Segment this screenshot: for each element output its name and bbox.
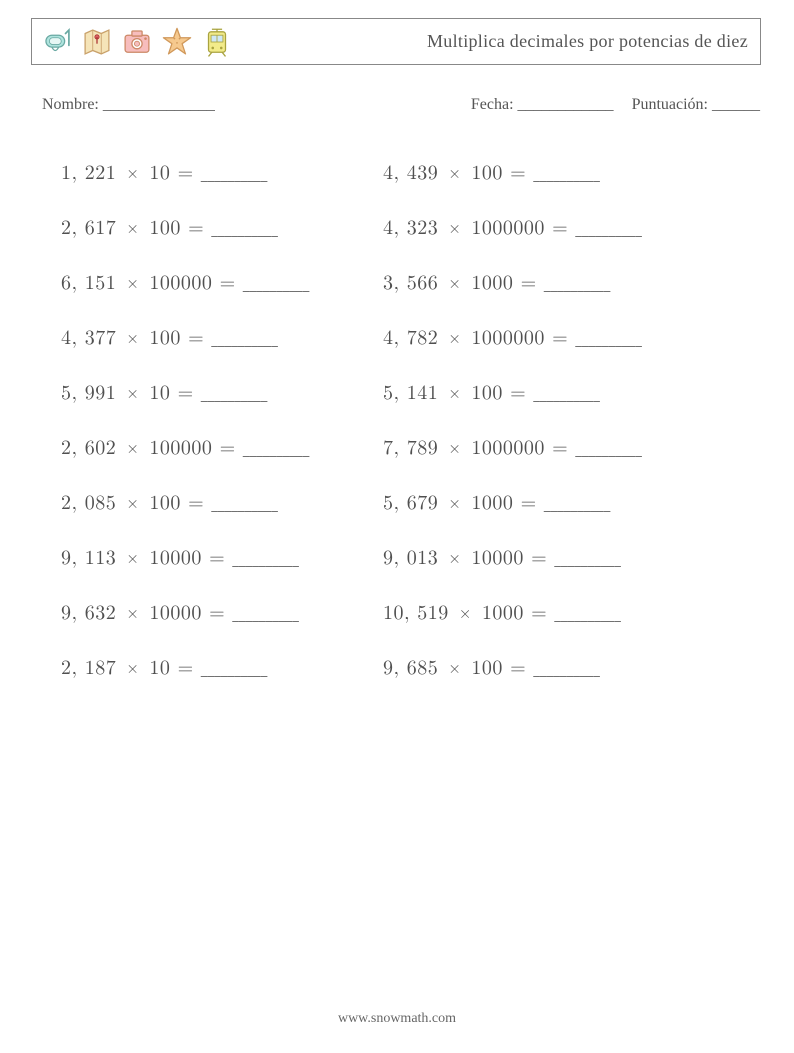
starfish-icon: [160, 25, 194, 59]
footer-url: www.snowmath.com: [0, 1011, 794, 1027]
problem-row: 9, 013 × 10000 = __________: [383, 531, 743, 586]
snorkel-icon: [40, 25, 74, 59]
name-field: Nombre: ______________: [42, 96, 215, 114]
map-icon: [80, 25, 114, 59]
date-field: Fecha: ____________: [471, 96, 614, 114]
worksheet-title: Multiplica decimales por potencias de di…: [427, 31, 748, 52]
problems-area: 1, 221 × 10 = __________2, 617 × 100 = _…: [61, 146, 755, 696]
problem-row: 6, 151 × 100000 = __________: [61, 256, 383, 311]
problem-row: 9, 685 × 100 = __________: [383, 641, 743, 696]
problem-row: 9, 113 × 10000 = __________: [61, 531, 383, 586]
problem-row: 4, 323 × 1000000 = __________: [383, 201, 743, 256]
problem-row: 2, 602 × 100000 = __________: [61, 421, 383, 476]
problems-right-column: 4, 439 × 100 = __________4, 323 × 100000…: [383, 146, 743, 696]
problem-row: 7, 789 × 1000000 = __________: [383, 421, 743, 476]
problem-row: 5, 679 × 1000 = __________: [383, 476, 743, 531]
tram-icon: [200, 25, 234, 59]
problem-row: 1, 221 × 10 = __________: [61, 146, 383, 201]
problem-row: 4, 782 × 1000000 = __________: [383, 311, 743, 366]
problem-row: 2, 085 × 100 = __________: [61, 476, 383, 531]
camera-icon: [120, 25, 154, 59]
problem-row: 3, 566 × 1000 = __________: [383, 256, 743, 311]
problem-row: 4, 439 × 100 = __________: [383, 146, 743, 201]
problem-row: 5, 991 × 10 = __________: [61, 366, 383, 421]
problems-left-column: 1, 221 × 10 = __________2, 617 × 100 = _…: [61, 146, 383, 696]
header-box: Multiplica decimales por potencias de di…: [31, 18, 761, 65]
problem-row: 5, 141 × 100 = __________: [383, 366, 743, 421]
score-field: Puntuación: ______: [632, 96, 760, 114]
info-row: Nombre: ______________ Fecha: __________…: [42, 96, 760, 114]
problem-row: 9, 632 × 10000 = __________: [61, 586, 383, 641]
problem-row: 4, 377 × 100 = __________: [61, 311, 383, 366]
header-icons: [40, 25, 234, 59]
problem-row: 2, 187 × 10 = __________: [61, 641, 383, 696]
problem-row: 2, 617 × 100 = __________: [61, 201, 383, 256]
problem-row: 10, 519 × 1000 = __________: [383, 586, 743, 641]
